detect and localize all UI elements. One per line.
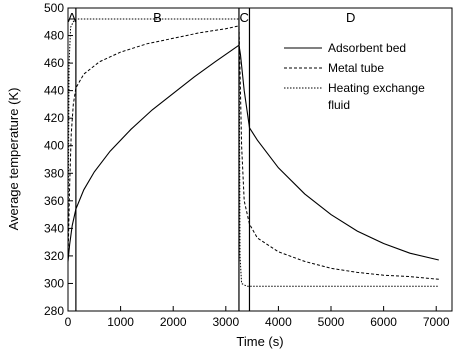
- x-tick-label: 3000: [212, 315, 239, 329]
- y-tick-label: 500: [44, 1, 64, 15]
- y-tick-label: 280: [44, 304, 64, 318]
- y-tick-label: 340: [44, 221, 64, 235]
- y-axis-title: Average temperature (K): [6, 88, 21, 231]
- y-tick-label: 360: [44, 194, 64, 208]
- x-axis: 0 1000 2000 3000 4000 5000 6000 7000: [65, 306, 450, 329]
- series-line-2: [67, 18, 439, 287]
- legend-label: Heating exchange fluid: [328, 81, 425, 112]
- x-tick-label: 4000: [265, 315, 292, 329]
- y-tick-label: 320: [44, 249, 64, 263]
- region-label-a: A: [68, 10, 77, 25]
- y-tick-label: 460: [44, 56, 64, 70]
- region-label-d: D: [346, 10, 355, 25]
- x-tick-label: 1000: [107, 315, 134, 329]
- y-axis: 280 300 320 340 360 380 400 420 440 460 480 500: [44, 1, 73, 318]
- legend-label: Adsorbent bed: [328, 41, 406, 55]
- legend: Adsorbent bed Metal tube Heating exchange f…: [284, 41, 425, 112]
- x-tick-label: 6000: [370, 315, 397, 329]
- y-tick-label: 420: [44, 111, 64, 125]
- y-tick-label: 480: [44, 29, 64, 43]
- plot-background: [68, 8, 452, 311]
- region-dividers: A B C D: [68, 8, 355, 311]
- data-series-group: [67, 18, 439, 287]
- series-line-0: [67, 44, 439, 262]
- x-tick-label: 7000: [423, 315, 450, 329]
- x-axis-title: Time (s): [236, 334, 283, 349]
- region-label-c: C: [240, 10, 249, 25]
- legend-label: Metal tube: [328, 61, 384, 75]
- plot-frame: [67, 7, 453, 312]
- y-tick-label: 400: [44, 139, 64, 153]
- y-tick-label: 380: [44, 166, 64, 180]
- region-label-b: B: [153, 10, 162, 25]
- y-tick-label: 300: [44, 276, 64, 290]
- y-tick-label: 440: [44, 84, 64, 98]
- x-tick-label: 0: [65, 315, 72, 329]
- x-tick-label: 2000: [160, 315, 187, 329]
- x-tick-label: 5000: [318, 315, 345, 329]
